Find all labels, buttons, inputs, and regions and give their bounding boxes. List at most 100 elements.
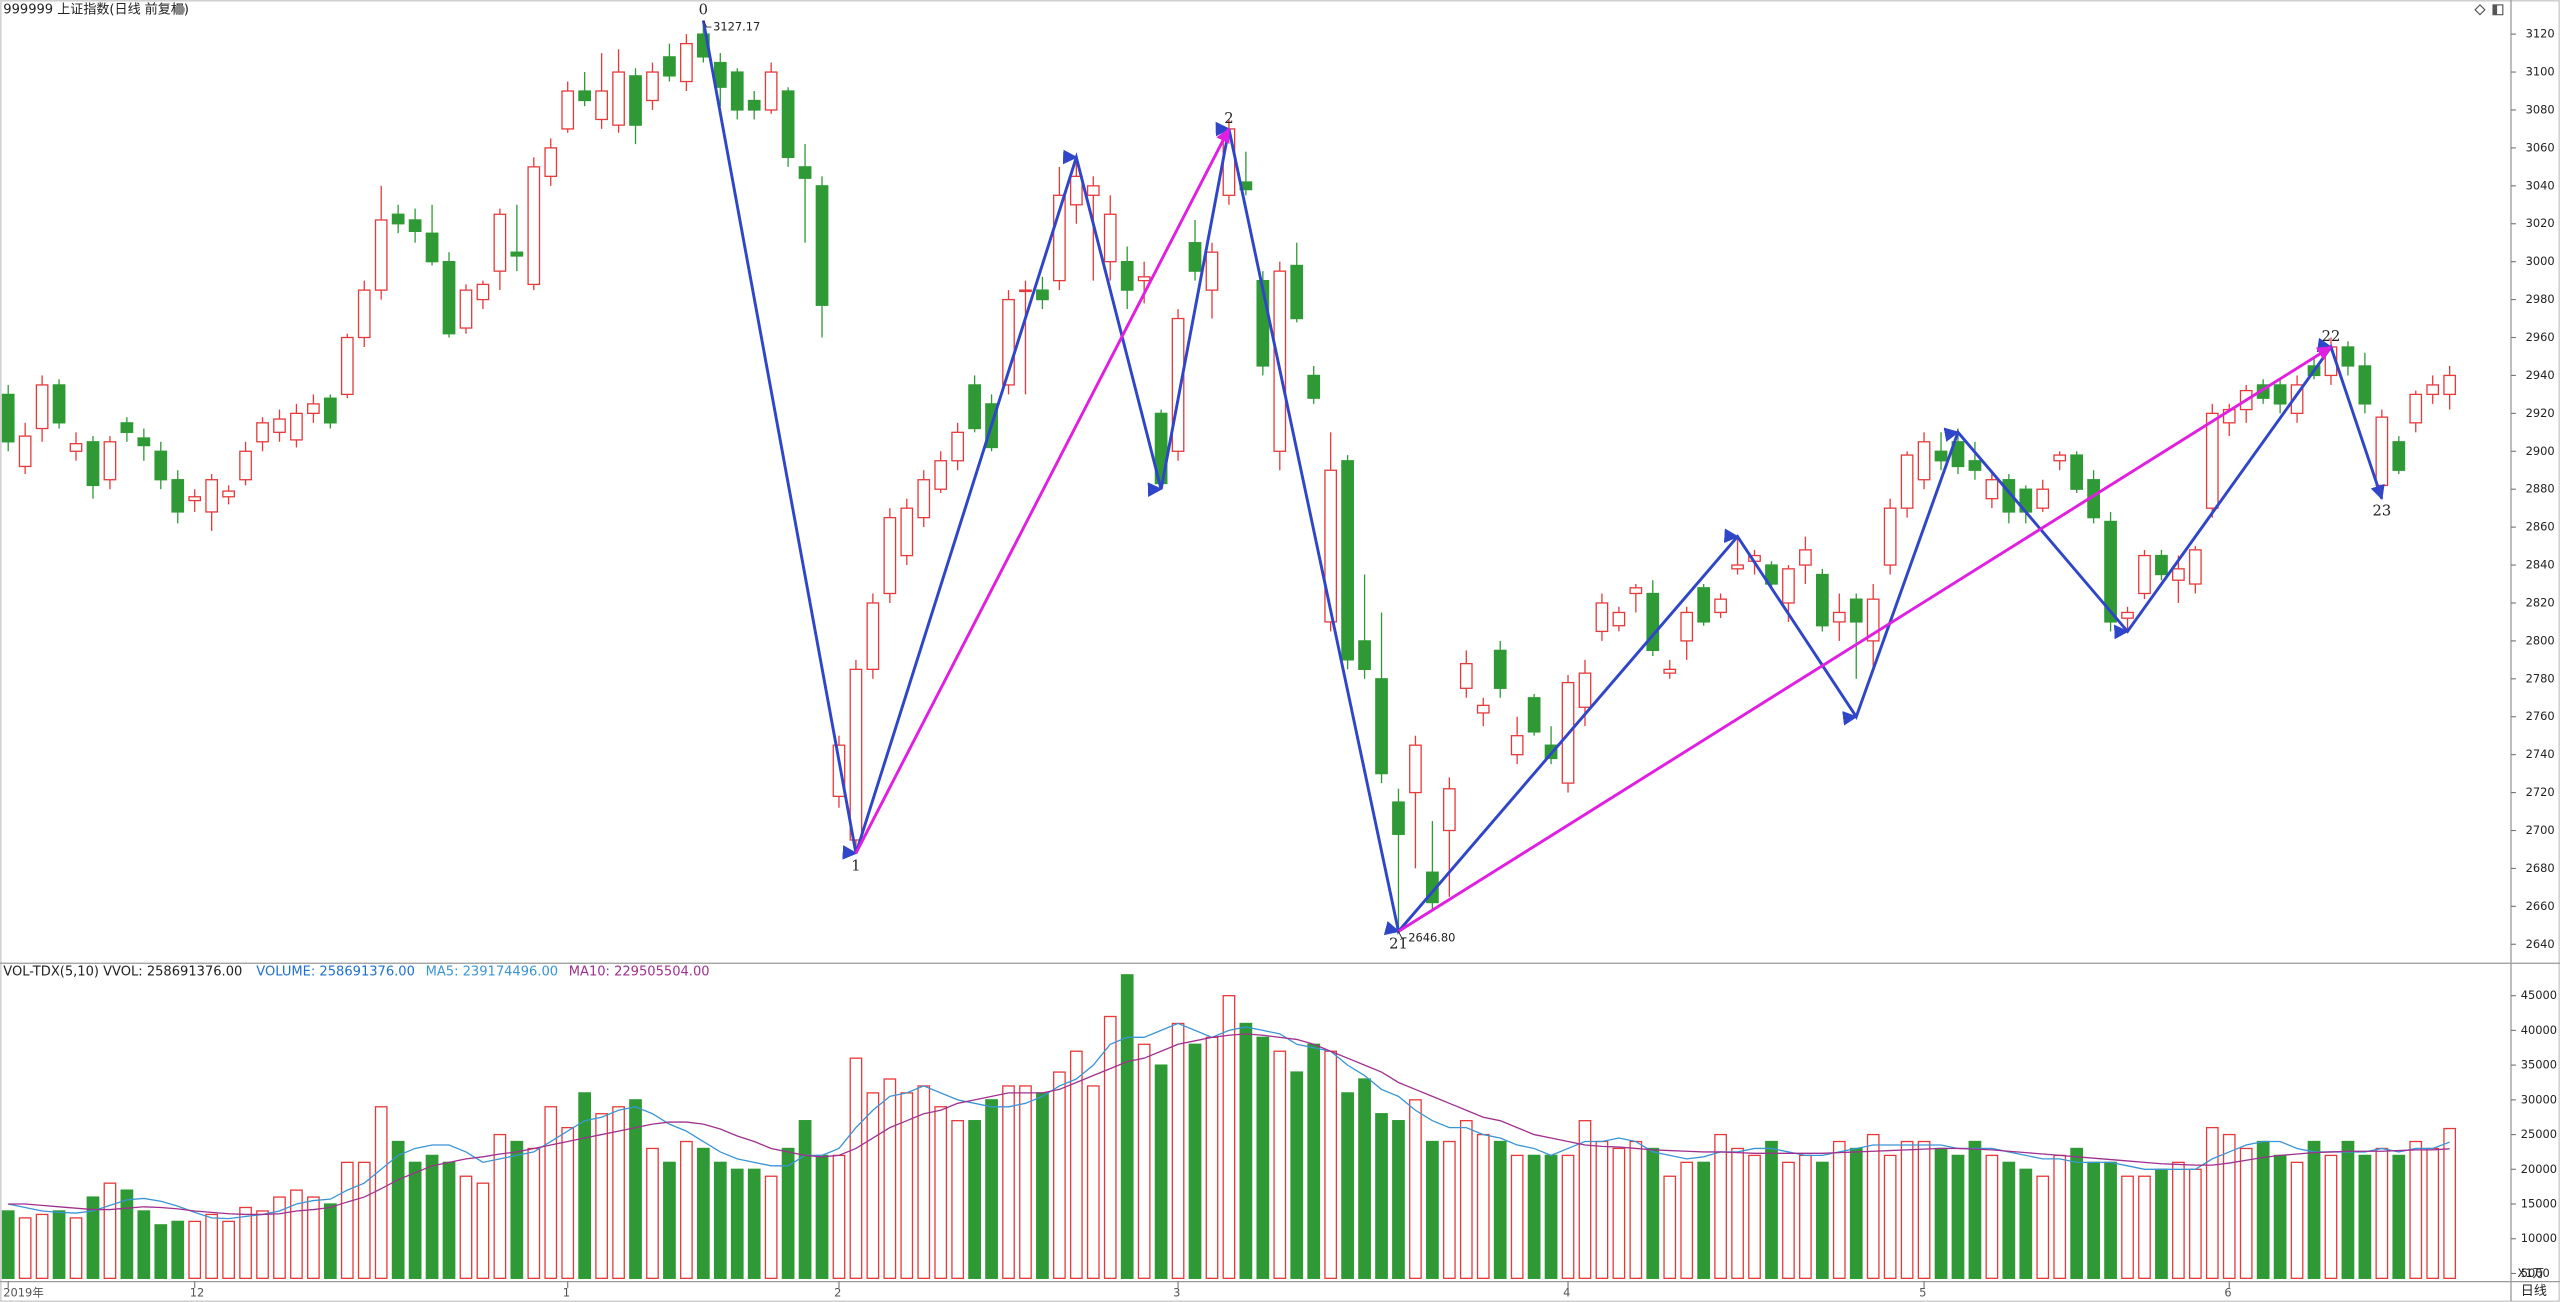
volume-bar xyxy=(1815,1161,1829,1279)
volume-bar xyxy=(1154,1064,1168,1279)
candle-body xyxy=(52,384,66,424)
candle-body xyxy=(629,75,642,126)
candle-body xyxy=(391,213,405,225)
volume-bar xyxy=(442,1161,456,1279)
volume-bar xyxy=(1849,1147,1863,1279)
candle-body xyxy=(273,418,286,433)
candle-body xyxy=(1358,640,1371,670)
y-tick-label: 3060 xyxy=(2526,140,2555,154)
candle-body xyxy=(69,443,83,452)
candle-body xyxy=(1849,598,1863,623)
candle-body xyxy=(425,232,439,263)
candle-body xyxy=(663,56,676,77)
candle-body xyxy=(849,668,863,841)
candle-body xyxy=(730,71,744,111)
volume-bar xyxy=(815,1154,829,1279)
volume-bar xyxy=(1103,1015,1117,1279)
volume-bar xyxy=(883,1078,897,1279)
candle-body xyxy=(1968,460,1982,471)
volume-bar xyxy=(1663,1175,1677,1279)
candle-body xyxy=(764,71,778,111)
y-tick-label: 3120 xyxy=(2526,27,2555,41)
candle-body xyxy=(1392,801,1405,835)
candle-body xyxy=(2138,554,2151,595)
volume-bar xyxy=(222,1220,235,1279)
x-tick-label: 3 xyxy=(1173,1286,1180,1300)
candle-body xyxy=(1985,479,1999,500)
candle-body xyxy=(1629,587,1643,595)
volume-bar xyxy=(1917,1140,1931,1279)
period-label: 日线 xyxy=(2521,1284,2547,1299)
y-tick-label: 2760 xyxy=(2526,709,2555,723)
candle-body xyxy=(239,450,252,481)
candle-body xyxy=(1714,598,1727,614)
wave-label: 22 xyxy=(2322,328,2341,345)
volume-bar xyxy=(357,1161,371,1279)
settings-icon[interactable] xyxy=(174,4,185,16)
candle-body xyxy=(256,422,269,443)
volume-bar xyxy=(2307,1140,2321,1279)
candle-body xyxy=(917,479,931,519)
volume-bar xyxy=(2188,1168,2202,1279)
y-tick-label: 10000 xyxy=(2521,1231,2557,1245)
volume-bar xyxy=(544,1106,558,1279)
candle-body xyxy=(1103,213,1117,263)
y-tick-label: 20000 xyxy=(2521,1162,2557,1176)
candle-body xyxy=(2188,549,2202,585)
candle-body xyxy=(815,185,829,306)
candle-body xyxy=(510,251,524,257)
volume-bar xyxy=(1493,1140,1507,1279)
candle-body xyxy=(18,435,32,468)
volume-bar xyxy=(120,1189,134,1279)
volume-bar xyxy=(2019,1168,2033,1279)
volume-bar xyxy=(1358,1078,1371,1279)
volume-bar xyxy=(137,1210,151,1279)
candle-body xyxy=(86,441,100,487)
volume-indicator: VOL-TDX(5,10) VVOL: 258691376.00 xyxy=(3,964,242,979)
y-tick-label: 2780 xyxy=(2526,671,2555,685)
volume-bar xyxy=(2426,1147,2440,1279)
volume-bar xyxy=(1459,1120,1473,1279)
candle-body xyxy=(1137,276,1151,282)
volume-bar xyxy=(493,1133,507,1279)
candle-body xyxy=(1069,175,1083,206)
candle-body xyxy=(612,71,625,126)
x-tick-label: 5 xyxy=(1919,1286,1926,1300)
candle-body xyxy=(747,99,761,111)
volume-bar xyxy=(205,1213,219,1279)
y-tick-label: 45000 xyxy=(2521,988,2557,1002)
volume-bar xyxy=(1171,1022,1185,1279)
candle-body xyxy=(2070,454,2084,490)
volume-bar xyxy=(680,1140,693,1279)
candle-body xyxy=(2036,488,2050,509)
volume-bar xyxy=(239,1206,252,1279)
volume-bar xyxy=(18,1217,32,1279)
candle-body xyxy=(2375,416,2389,487)
candle-body xyxy=(578,90,592,102)
volume-bar xyxy=(1714,1133,1727,1279)
price-note: 3127.17 xyxy=(713,20,760,34)
volume-header: VOL-TDX(5,10) VVOL: 258691376.00 VOLUME:… xyxy=(3,964,709,979)
window-buttons[interactable] xyxy=(2474,4,2504,16)
candle-body xyxy=(307,403,320,415)
volume-bar xyxy=(781,1147,795,1279)
y-tick-label: 2720 xyxy=(2526,785,2555,799)
candle-body xyxy=(1680,611,1694,642)
y-tick-label: 35000 xyxy=(2521,1058,2557,1072)
candle-body xyxy=(1883,507,1897,566)
candle-body xyxy=(1,393,15,443)
volume-bar xyxy=(1409,1099,1422,1279)
volume-bar xyxy=(425,1154,439,1279)
volume-bar xyxy=(1375,1113,1388,1279)
volume-bar xyxy=(391,1140,405,1279)
volume-bar xyxy=(2239,1147,2253,1279)
candle-body xyxy=(1663,668,1677,674)
candle-body xyxy=(1476,704,1490,714)
wave-label: 2 xyxy=(1224,110,1233,127)
candle-body xyxy=(1188,242,1202,272)
volume-bar xyxy=(1476,1133,1490,1279)
volume-bar xyxy=(612,1106,625,1279)
candle-body xyxy=(1612,611,1626,627)
y-tick-label: 3040 xyxy=(2526,178,2555,192)
